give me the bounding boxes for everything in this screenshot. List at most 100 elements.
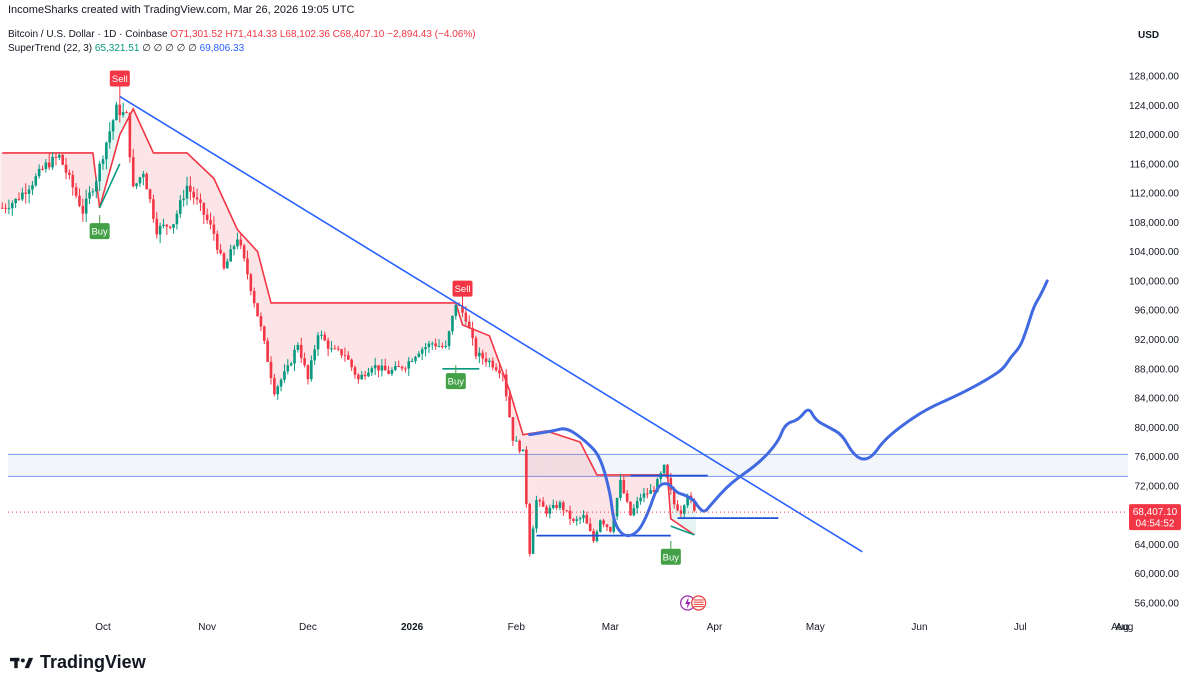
candle-body: [172, 224, 175, 228]
candle-body: [185, 185, 189, 199]
supertrend-row[interactable]: SuperTrend (22, 3) 65,321.51 ∅ ∅ ∅ ∅ ∅ 6…: [8, 42, 476, 56]
sell-signal-label: Sell: [112, 74, 128, 85]
supertrend-fill: [299, 302, 303, 352]
candle-body: [202, 203, 206, 215]
supertrend-fill: [121, 113, 125, 129]
candle-body: [525, 449, 528, 505]
supertrend-fill: [329, 302, 334, 349]
supertrend-fill: [222, 200, 226, 261]
candle-body: [249, 274, 253, 291]
supertrend-fill: [373, 302, 377, 367]
candle-body: [514, 440, 518, 442]
x-tick-label: Feb: [508, 622, 526, 633]
candle-body: [612, 516, 616, 532]
candle-body: [427, 343, 431, 348]
candle-body: [94, 181, 98, 192]
supertrend-fill: [407, 302, 411, 365]
candle-body: [444, 346, 448, 348]
supertrend-fill: [225, 207, 230, 265]
supertrend-fill: [521, 434, 525, 451]
buy-signal-label: Buy: [91, 227, 108, 238]
candle-body: [41, 168, 44, 170]
candle-body: [145, 173, 148, 190]
candle-body: [215, 233, 219, 250]
supertrend-fill: [612, 474, 616, 525]
candle-body: [669, 477, 673, 490]
last-price-value: 68,407.10: [1133, 507, 1178, 518]
supertrend-fill: [101, 161, 105, 196]
candle-body: [182, 198, 185, 201]
supertrend-fill: [259, 264, 263, 322]
supertrend-fill: [192, 159, 196, 195]
supertrend-fill: [450, 302, 455, 324]
candle-body: [31, 185, 34, 190]
buy-signal-label: Buy: [448, 377, 465, 388]
supertrend-fill: [360, 302, 364, 378]
candle-body: [303, 358, 306, 366]
supertrend-fill: [262, 277, 266, 334]
candle-body: [622, 480, 626, 494]
candle-body: [320, 334, 323, 336]
x-tick-label: Aug: [1116, 622, 1134, 633]
sell-signal-label: Sell: [455, 284, 471, 295]
supertrend-fill: [423, 302, 428, 349]
candle-body: [390, 369, 394, 374]
candle-body: [538, 500, 542, 502]
candle-body: [360, 374, 364, 380]
supertrend-fill: [383, 302, 387, 369]
supertrend-fill: [343, 302, 347, 356]
candle-body: [357, 374, 360, 380]
candle-body: [34, 176, 38, 186]
candle-body: [64, 164, 68, 173]
candle-body: [568, 510, 572, 520]
supertrend-fill: [286, 302, 290, 369]
candle-body: [178, 200, 182, 214]
supertrend-fill: [218, 193, 223, 252]
supertrend-fill: [632, 474, 636, 512]
supertrend-fill: [319, 302, 324, 336]
supertrend-fill: [477, 331, 482, 355]
supertrend-fill: [17, 152, 21, 200]
candle-body: [672, 489, 676, 505]
candle-body: [575, 519, 579, 521]
supertrend-fill: [578, 441, 582, 519]
symbol-row[interactable]: Bitcoin / U.S. Dollar · 1D · Coinbase O7…: [8, 28, 476, 42]
candle-body: [353, 367, 357, 375]
candle-body: [397, 366, 400, 368]
x-tick-label: Jun: [911, 622, 927, 633]
supertrend-fill: [615, 474, 619, 508]
candle-body: [78, 195, 81, 206]
tradingview-footer[interactable]: TradingView: [10, 652, 146, 673]
candle-body: [605, 524, 609, 528]
supertrend-fill: [669, 483, 673, 519]
supertrend-fill: [480, 333, 485, 356]
supertrend-fill: [400, 302, 404, 368]
candle-body: [259, 316, 263, 327]
candle-body: [504, 374, 508, 397]
candle-body: [491, 360, 495, 368]
supertrend-fill: [323, 302, 327, 338]
supertrend-fill: [165, 152, 169, 226]
candle-body: [84, 198, 88, 214]
supertrend-fill: [339, 302, 344, 353]
candle-body: [555, 505, 558, 508]
candle-body: [693, 500, 696, 511]
candle-body: [118, 104, 122, 116]
candle-body: [414, 356, 417, 362]
y-tick-label: 124,000.00: [1129, 101, 1179, 112]
candle-body: [226, 261, 229, 269]
supertrend-fill: [30, 152, 35, 188]
supertrend-fill: [685, 500, 690, 531]
candle-body: [7, 208, 11, 210]
candle-body: [37, 168, 41, 177]
candle-body: [682, 505, 686, 514]
supertrend-fill: [554, 434, 559, 507]
candle-body: [494, 367, 498, 371]
candle-body: [464, 312, 468, 322]
supertrend-fill: [296, 302, 300, 348]
candle-body: [350, 359, 353, 368]
candle-body: [24, 192, 28, 194]
supertrend-fill: [648, 474, 653, 492]
candle-body: [407, 361, 411, 369]
